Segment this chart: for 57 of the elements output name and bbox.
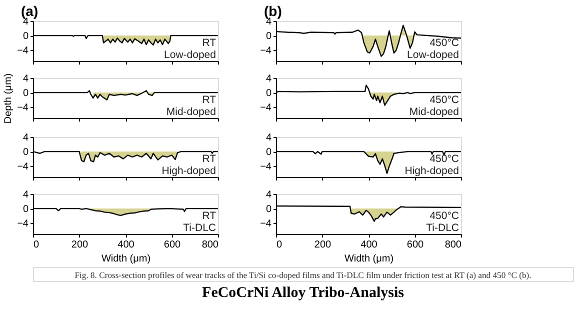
annotation: Low-doped xyxy=(407,49,460,61)
y-tick-label: −4 xyxy=(260,102,272,114)
y-tick-label: −4 xyxy=(17,218,29,230)
annotation: RT xyxy=(202,94,217,106)
y-tick-label: 4 xyxy=(266,190,272,200)
x-tick-label: 600 xyxy=(406,240,424,250)
y-tick-label: 0 xyxy=(266,204,272,216)
y-tick-label: −4 xyxy=(17,102,29,114)
y-tick-label: −4 xyxy=(260,46,272,57)
y-tick-label: 4 xyxy=(266,16,272,28)
y-tick-label: 0 xyxy=(266,88,272,100)
annotation: 450°C xyxy=(430,37,460,49)
y-tick-label: 0 xyxy=(22,88,29,100)
y-tick-label: −4 xyxy=(260,218,272,230)
annotation: Ti-DLC xyxy=(183,222,216,234)
caption: Fig. 8. Cross-section profiles of wear tracks of the Ti/Si co-doped films and Ti-DLC film under friction test at RT (a) and 450 °C (b). xyxy=(74,270,532,280)
x-tick-label: 800 xyxy=(202,240,219,250)
y-tick-label: 0 xyxy=(266,147,272,158)
y-axis-title: Depth (μm) xyxy=(3,73,14,124)
annotation: RT xyxy=(202,153,217,165)
y-tick-label: 4 xyxy=(266,74,272,84)
y-tick-label: 4 xyxy=(22,16,29,28)
y-tick-label: 4 xyxy=(266,132,272,144)
annotation: 450°C xyxy=(430,210,460,222)
annotation: High-doped xyxy=(404,165,460,177)
x-tick-label: 200 xyxy=(71,240,89,250)
chart-title: (b) xyxy=(264,3,282,19)
annotation: Mid-doped xyxy=(166,106,216,118)
y-tick-label: −4 xyxy=(17,162,29,173)
chart-title: (a) xyxy=(21,3,38,19)
y-tick-label: −4 xyxy=(260,162,272,173)
y-tick-label: 0 xyxy=(22,147,29,158)
annotation: Low-doped xyxy=(164,49,216,61)
y-tick-label: 0 xyxy=(22,204,29,216)
annotation: High-doped xyxy=(162,165,216,177)
x-tick-label: 0 xyxy=(34,240,40,250)
y-tick-label: 4 xyxy=(22,132,29,144)
annotation: Mid-doped xyxy=(409,106,460,118)
y-tick-label: 4 xyxy=(22,190,29,200)
annotation: 450°C xyxy=(430,94,460,106)
x-tick-label: 800 xyxy=(444,240,462,250)
x-tick-label: 400 xyxy=(118,240,135,250)
annotation: RT xyxy=(202,210,217,222)
y-tick-label: 0 xyxy=(22,31,29,42)
annotation: RT xyxy=(202,37,217,49)
y-tick-label: 4 xyxy=(22,74,29,84)
x-axis-title: Width (μm) xyxy=(101,254,151,264)
x-axis-title: Width (μm) xyxy=(344,254,394,264)
x-tick-label: 400 xyxy=(360,240,378,250)
y-tick-label: −4 xyxy=(17,46,29,57)
annotation: 450°C xyxy=(430,153,460,165)
text: FeCoCrNi Alloy Tribo-Analysis xyxy=(202,285,404,301)
x-tick-label: 600 xyxy=(164,240,182,250)
y-tick-label: 0 xyxy=(266,31,272,42)
x-tick-label: 200 xyxy=(314,240,332,250)
annotation: Ti-DLC xyxy=(426,222,460,234)
x-tick-label: 0 xyxy=(276,240,282,250)
